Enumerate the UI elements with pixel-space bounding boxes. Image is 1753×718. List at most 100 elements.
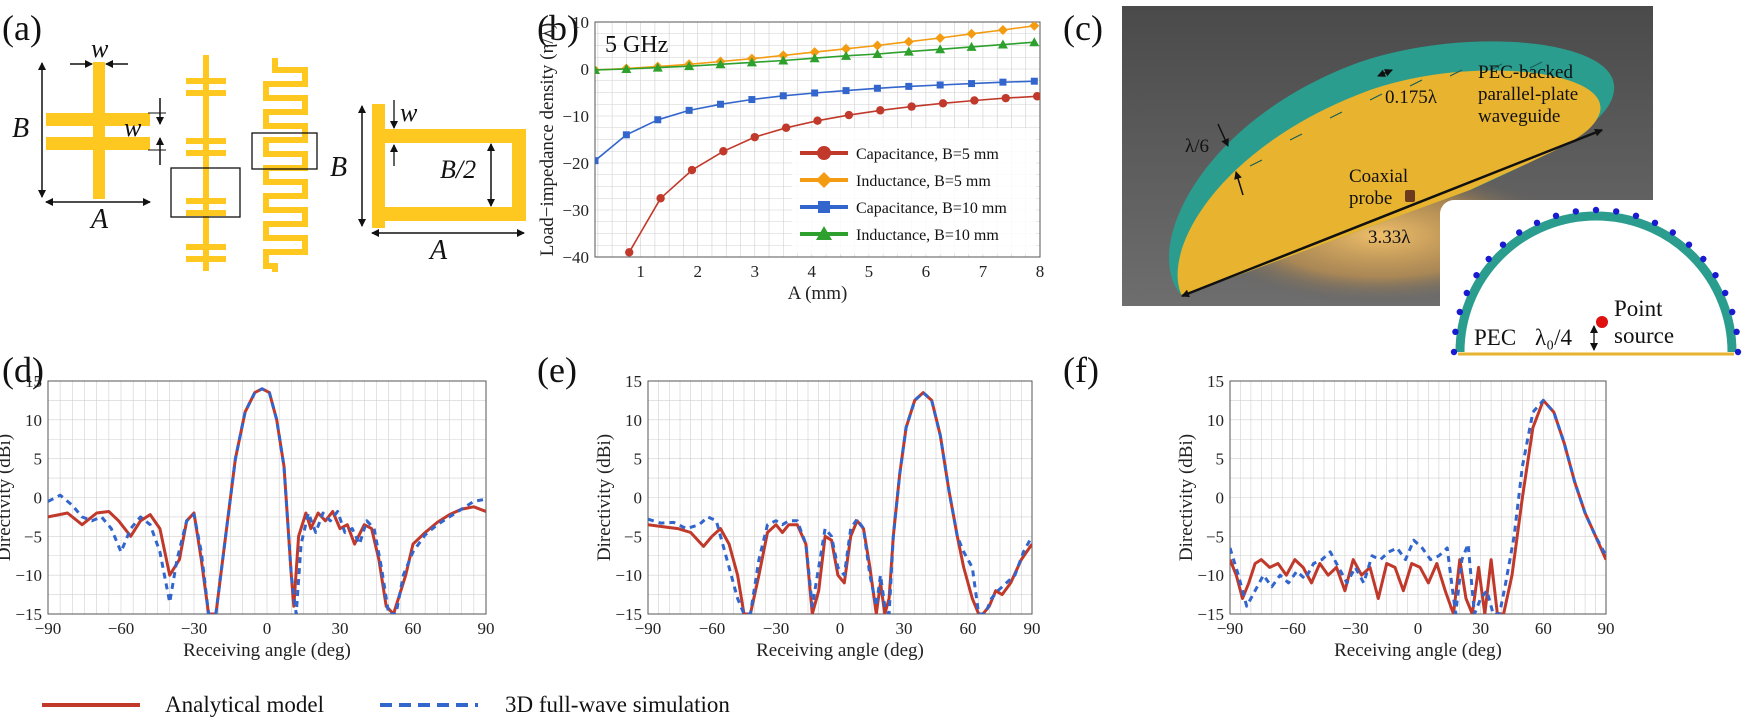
inset-point-source-dot bbox=[1651, 219, 1659, 226]
chart-e: −90 −60 −30 0 30 60 90 −15 −10 −5 0 5 10 15 Receiving … bbox=[594, 372, 1041, 661]
data-point bbox=[935, 44, 946, 54]
y-tick-label: −10 bbox=[615, 566, 642, 585]
y-tick-label: −10 bbox=[15, 566, 42, 585]
label-w-right: w bbox=[400, 98, 418, 127]
series-group bbox=[48, 387, 486, 614]
x-tick-label: 7 bbox=[979, 262, 988, 281]
label-B-left: B bbox=[12, 113, 29, 144]
series-line-analytical-model bbox=[48, 387, 486, 614]
y-tick-label: −15 bbox=[1197, 605, 1224, 624]
data-point bbox=[719, 147, 728, 156]
diameter-label: 3.33λ bbox=[1368, 227, 1411, 248]
inset-point-source-dot bbox=[1572, 208, 1580, 215]
panel-label-e: (e) bbox=[537, 350, 577, 390]
series-line-capacitance-b-5-mm bbox=[628, 95, 1038, 253]
coaxial-probe bbox=[1405, 190, 1415, 202]
y-tick-label: −5 bbox=[624, 527, 642, 546]
x-axis-label: Receiving angle (deg) bbox=[183, 640, 351, 661]
bottom-legend: Analytical model 3D full-wave simulation bbox=[42, 692, 730, 717]
data-point bbox=[841, 43, 852, 54]
data-point bbox=[873, 84, 881, 92]
legend-label: Inductance, B=5 mm bbox=[856, 173, 991, 190]
data-point bbox=[813, 116, 822, 125]
x-tick-label: −60 bbox=[108, 619, 135, 638]
x-tick-label: 1 bbox=[636, 262, 645, 281]
cap-bottom-plate bbox=[46, 137, 150, 150]
x-tick-label: −30 bbox=[763, 619, 790, 638]
inset-arc bbox=[1455, 211, 1737, 353]
label-B-right: B bbox=[330, 152, 347, 183]
y-axis-label: Directivity (dBi) bbox=[594, 434, 615, 561]
data-point bbox=[1032, 92, 1040, 101]
inset-point-source-dot bbox=[1473, 272, 1480, 279]
data-point bbox=[842, 87, 850, 95]
x-tick-label: 5 bbox=[865, 262, 874, 281]
y-tick-label: −30 bbox=[562, 201, 589, 220]
panel-label-b: (b) bbox=[537, 8, 579, 48]
cap-vertical-strip bbox=[93, 62, 105, 199]
y-tick-label: 10 bbox=[25, 411, 42, 430]
x-tick-label: −60 bbox=[1279, 619, 1306, 638]
inset-point-source-dot bbox=[1700, 255, 1707, 263]
inset-point-source-dot bbox=[1552, 212, 1560, 219]
data-point bbox=[1029, 37, 1040, 47]
y-tick-label: −15 bbox=[15, 605, 42, 624]
y-tick-label: 15 bbox=[25, 372, 42, 391]
x-tick-label: 30 bbox=[896, 619, 913, 638]
data-point bbox=[811, 89, 819, 97]
legend-simulation-label: 3D full-wave simulation bbox=[505, 692, 730, 717]
series-group bbox=[1230, 398, 1606, 614]
height-label: λ/6 bbox=[1185, 136, 1209, 157]
y-tick-label: 10 bbox=[1207, 411, 1224, 430]
legend-marker bbox=[817, 146, 831, 160]
inset-point-source-dot bbox=[1450, 348, 1458, 356]
series-group bbox=[595, 22, 1040, 257]
x-tick-label: 2 bbox=[693, 262, 702, 281]
plot-frame bbox=[1229, 380, 1607, 615]
inset-point-source-dot bbox=[1722, 289, 1729, 297]
legend-label: Capacitance, B=5 mm bbox=[856, 146, 999, 163]
point-source-dot bbox=[1596, 316, 1608, 328]
panel-label-d: (d) bbox=[2, 350, 44, 390]
inset-point-source-dot bbox=[1632, 212, 1640, 219]
panel-label-c: (c) bbox=[1063, 8, 1103, 48]
inset-source-label-2: source bbox=[1614, 323, 1674, 348]
data-point bbox=[715, 59, 726, 69]
data-point bbox=[872, 48, 883, 58]
x-tick-label: 8 bbox=[1036, 262, 1045, 281]
inset-point-source-dot bbox=[1734, 348, 1742, 356]
data-point bbox=[621, 64, 632, 73]
x-tick-label: 90 bbox=[1024, 619, 1041, 638]
inset-dots bbox=[1450, 206, 1742, 356]
label-A-right: A bbox=[428, 235, 448, 266]
legend-label: Inductance, B=10 mm bbox=[856, 227, 999, 244]
inset-pec-label: PEC bbox=[1474, 325, 1516, 350]
data-point bbox=[876, 106, 885, 115]
panel-a-geometry: w w B A bbox=[12, 34, 526, 272]
inset-point-source-dot bbox=[1485, 255, 1492, 263]
x-tick-label: −90 bbox=[35, 619, 62, 638]
data-point bbox=[778, 55, 789, 65]
data-point bbox=[654, 116, 662, 124]
data-point bbox=[968, 80, 976, 88]
y-tick-label: 15 bbox=[1207, 372, 1224, 391]
inset-point-source-dot bbox=[1533, 219, 1541, 226]
inset-point-source-dot bbox=[1452, 328, 1459, 335]
data-point bbox=[750, 132, 759, 142]
data-point bbox=[625, 248, 634, 257]
thickness-label: 0.175λ bbox=[1385, 87, 1438, 108]
cap-top-plate bbox=[46, 113, 150, 126]
y-tick-label: 10 bbox=[625, 411, 642, 430]
y-tick-label: 5 bbox=[634, 450, 643, 469]
inset-point-source-dot bbox=[1669, 229, 1677, 236]
x-tick-label: 3 bbox=[750, 262, 759, 281]
x-tick-label: −90 bbox=[1217, 619, 1244, 638]
y-tick-label: 5 bbox=[34, 450, 43, 469]
data-point bbox=[595, 157, 599, 165]
data-point bbox=[779, 92, 787, 100]
series-line-3d-full-wave-simulation bbox=[1230, 398, 1606, 614]
x-tick-label: −60 bbox=[699, 619, 726, 638]
chart-d: −90 −60 −30 0 30 60 90 −15 −10 −5 0 5 10 15 Receiving … bbox=[0, 372, 495, 661]
legend-marker bbox=[818, 201, 830, 213]
waveguide-label-1: PEC-backed bbox=[1478, 62, 1573, 83]
